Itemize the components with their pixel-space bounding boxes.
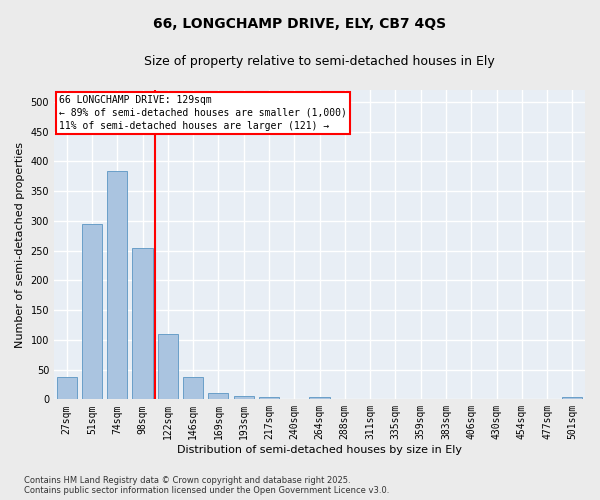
Y-axis label: Number of semi-detached properties: Number of semi-detached properties [15, 142, 25, 348]
Bar [562, 397, 583, 400]
Bar [310, 397, 329, 400]
Text: 66 LONGCHAMP DRIVE: 129sqm
← 89% of semi-detached houses are smaller (1,000)
11%: 66 LONGCHAMP DRIVE: 129sqm ← 89% of semi… [59, 94, 347, 131]
Bar [107, 172, 127, 400]
Bar [133, 248, 152, 400]
Bar [56, 378, 77, 400]
Bar [82, 224, 102, 400]
Text: Contains HM Land Registry data © Crown copyright and database right 2025.
Contai: Contains HM Land Registry data © Crown c… [24, 476, 389, 495]
Bar [158, 334, 178, 400]
X-axis label: Distribution of semi-detached houses by size in Ely: Distribution of semi-detached houses by … [177, 445, 462, 455]
Bar [233, 396, 254, 400]
Bar [208, 394, 229, 400]
Bar [259, 397, 279, 400]
Bar [183, 378, 203, 400]
Title: Size of property relative to semi-detached houses in Ely: Size of property relative to semi-detach… [144, 55, 495, 68]
Text: 66, LONGCHAMP DRIVE, ELY, CB7 4QS: 66, LONGCHAMP DRIVE, ELY, CB7 4QS [154, 18, 446, 32]
